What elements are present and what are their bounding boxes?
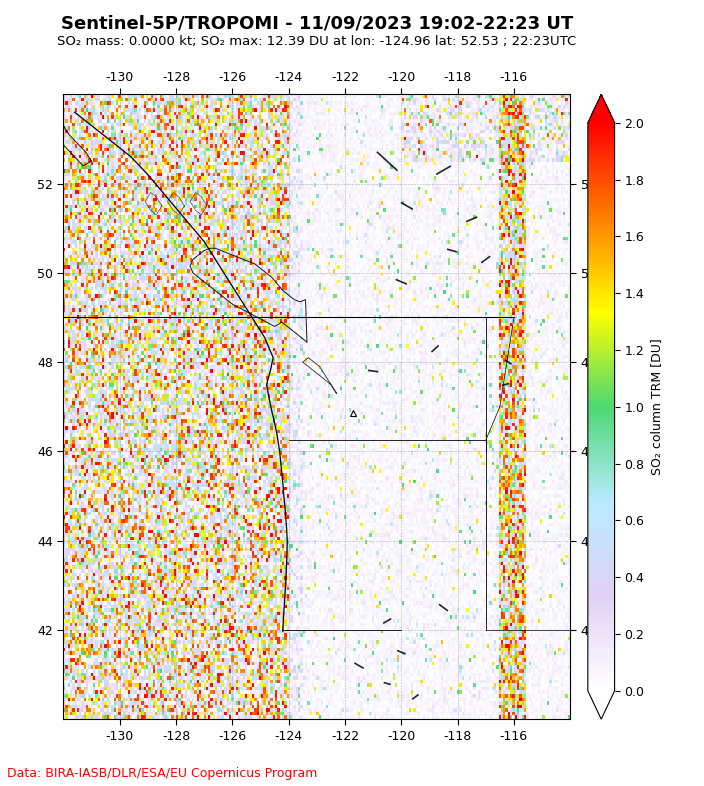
Text: Sentinel-5P/TROPOMI - 11/09/2023 19:02-22:23 UT: Sentinel-5P/TROPOMI - 11/09/2023 19:02-2… <box>61 14 573 32</box>
Y-axis label: SO₂ column TRM [DU]: SO₂ column TRM [DU] <box>650 339 663 475</box>
Text: SO₂ mass: 0.0000 kt; SO₂ max: 12.39 DU at lon: -124.96 lat: 52.53 ; 22:23UTC: SO₂ mass: 0.0000 kt; SO₂ max: 12.39 DU a… <box>57 35 577 49</box>
PathPatch shape <box>588 94 615 123</box>
Text: Data: BIRA-IASB/DLR/ESA/EU Copernicus Program: Data: BIRA-IASB/DLR/ESA/EU Copernicus Pr… <box>7 766 318 780</box>
PathPatch shape <box>588 691 615 719</box>
